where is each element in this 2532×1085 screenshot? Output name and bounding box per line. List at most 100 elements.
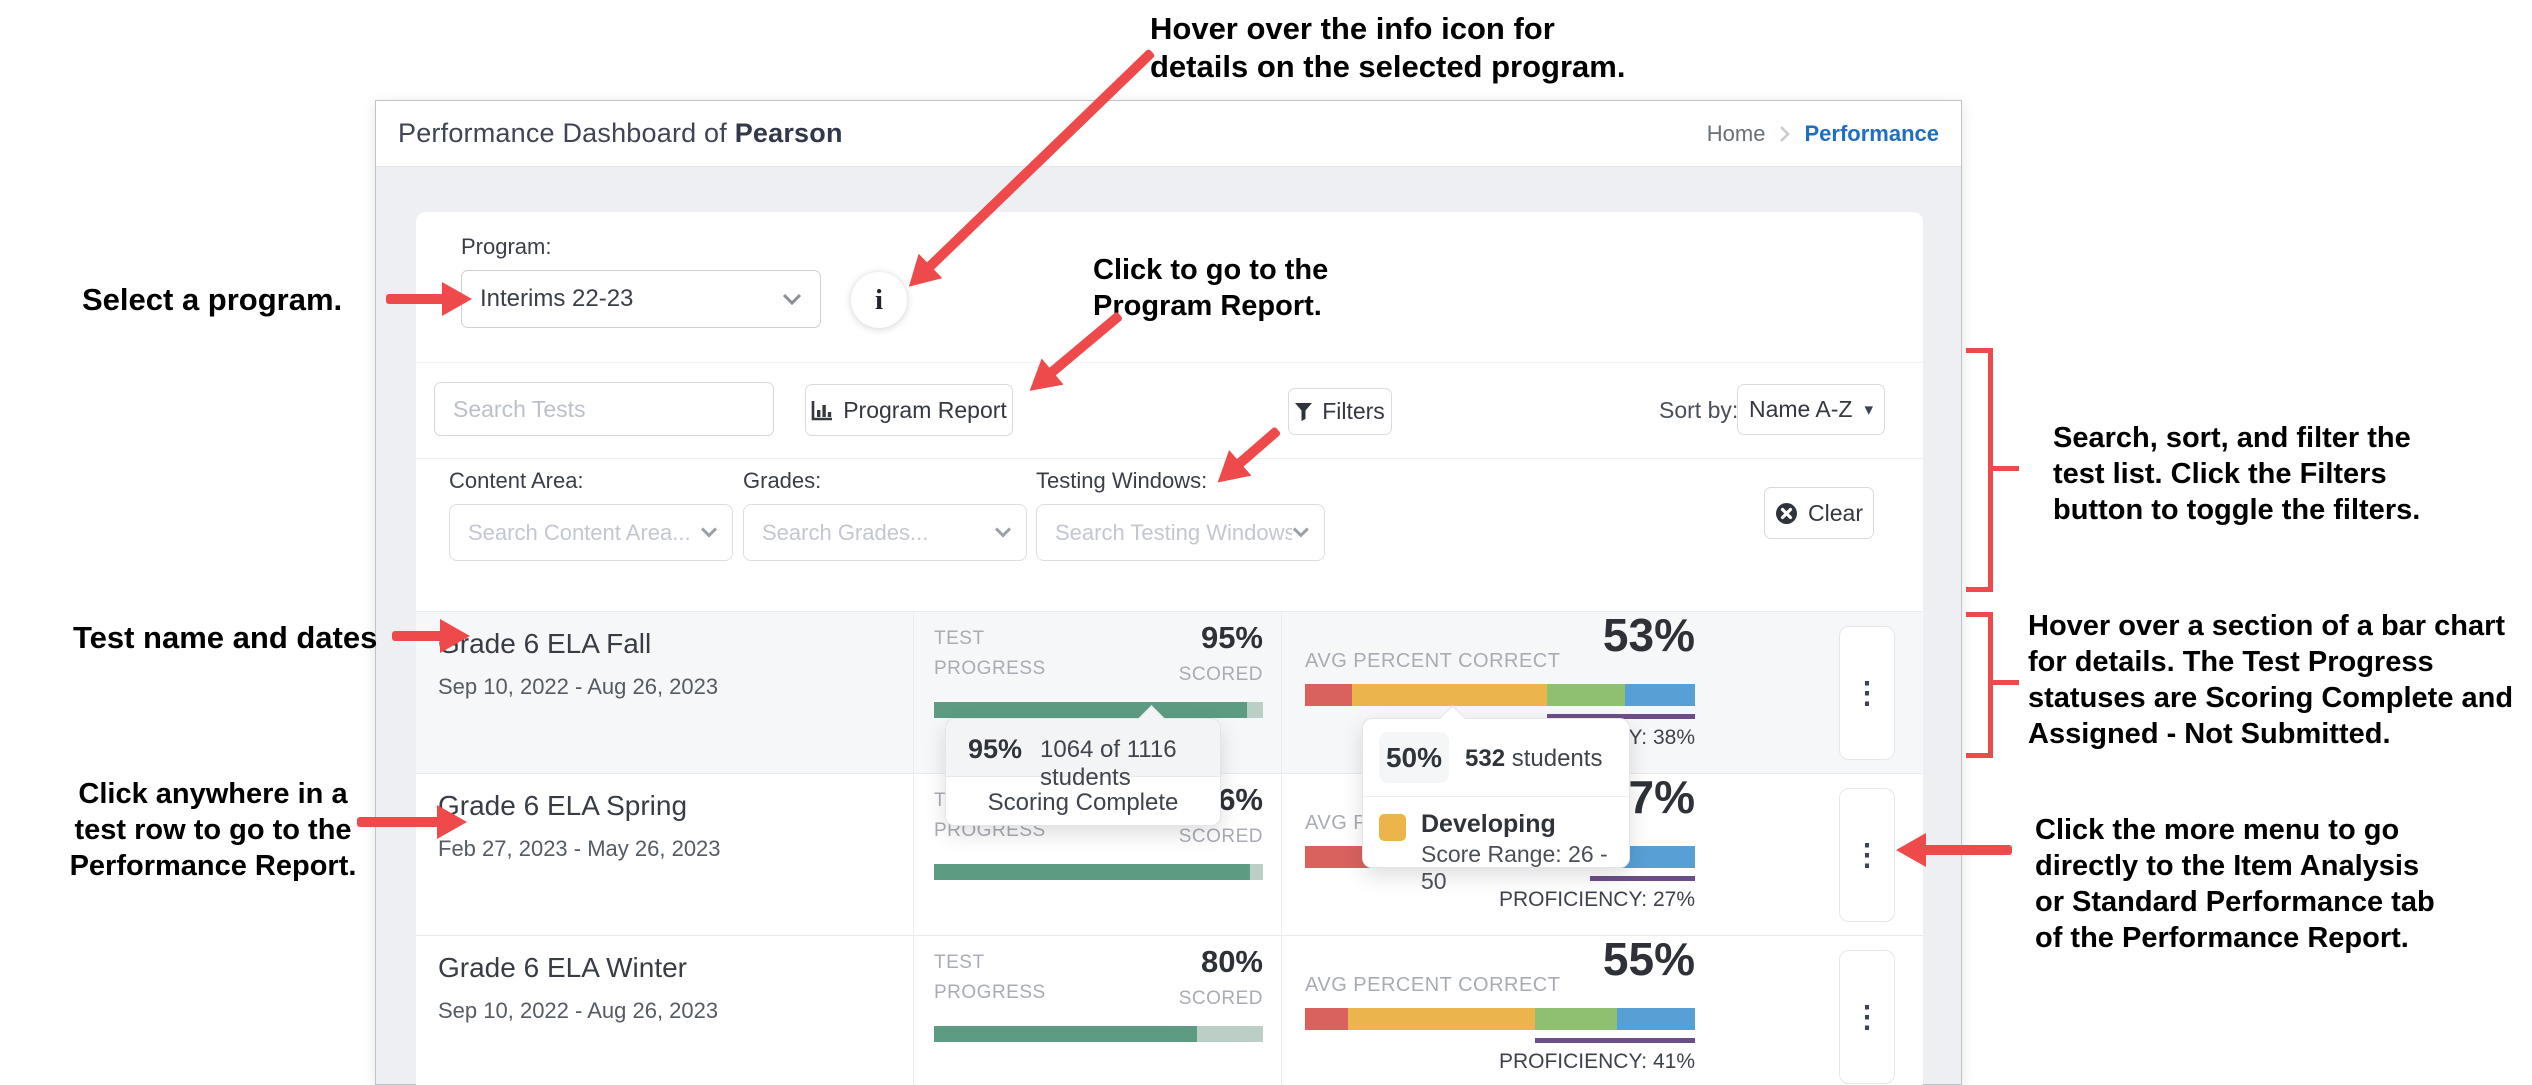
bar-segment-blue[interactable]	[1624, 846, 1695, 868]
chevron-down-icon	[700, 527, 718, 538]
tooltip-level-name: Developing	[1421, 810, 1556, 838]
content-area-placeholder: Search Content Area...	[468, 519, 691, 545]
progress-fill	[934, 864, 1250, 880]
breadcrumb-home-link[interactable]: Home	[1706, 120, 1766, 146]
avg-percent-correct-label: AVG PERCENT CORRECT	[1305, 650, 1561, 672]
more-menu-button[interactable]: ⋮	[1839, 788, 1895, 922]
test-progress-label2: PROGRESS	[934, 658, 1046, 679]
content-area-label: Content Area:	[449, 468, 584, 493]
testing-windows-label: Testing Windows:	[1036, 468, 1208, 493]
developing-color-swatch	[1379, 814, 1406, 841]
content-area-select[interactable]: Search Content Area...	[449, 504, 733, 561]
test-row-grade6-ela-winter[interactable]: Grade 6 ELA Winter Sep 10, 2022 - Aug 26…	[416, 933, 1923, 1085]
bracket-row-connector	[1993, 680, 2019, 685]
annotation-select-program: Select a program.	[82, 282, 343, 317]
chevron-down-icon	[994, 527, 1012, 538]
avg-percent-correct-label: AVG PERCENT CORRECT	[1305, 974, 1561, 996]
annotation-test-row: Click anywhere in a test row to go to th…	[69, 778, 357, 882]
info-icon[interactable]: i	[851, 272, 907, 328]
program-select-value: Interims 22-23	[480, 285, 634, 312]
bar-segment-yellow[interactable]	[1351, 684, 1547, 706]
bar-segment-blue[interactable]	[1624, 684, 1695, 706]
annotation-search-sort: Search, sort, and filter the test list. …	[2053, 422, 2421, 526]
bracket-row-bottom-tick	[1966, 753, 1990, 758]
filters-button[interactable]: Filters	[1288, 388, 1392, 435]
test-dates: Sep 10, 2022 - Aug 26, 2023	[438, 674, 719, 699]
more-menu-button[interactable]: ⋮	[1839, 626, 1895, 760]
annotation-test-name: Test name and dates	[73, 620, 378, 655]
test-dates: Sep 10, 2022 - Aug 26, 2023	[438, 998, 719, 1023]
proficiency-label: PROFICIENCY: 27%	[1498, 888, 1695, 911]
chevron-down-icon	[782, 293, 802, 305]
scored-label: SCORED	[1178, 664, 1263, 685]
test-progress-bar[interactable]	[934, 702, 1263, 718]
annotation-info-icon: Hover over the info icon for details on …	[1150, 11, 1626, 84]
breadcrumb-current: Performance	[1804, 120, 1939, 146]
proficiency-line	[1589, 876, 1695, 881]
proficiency-line-track	[1305, 714, 1695, 719]
vertical-ellipsis-icon: ⋮	[1852, 1000, 1882, 1034]
bar-segment-tooltip: 50% 532 students Developing Score Range:…	[1362, 705, 1630, 894]
bar-segment-green[interactable]	[1546, 684, 1625, 706]
column-divider	[913, 774, 914, 935]
avg-percent-value: 53%	[1602, 609, 1695, 661]
proficiency-label: PROFICIENCY: 41%	[1498, 1050, 1695, 1073]
page-title-org: Pearson	[734, 118, 843, 148]
proficiency-line-track	[1305, 876, 1695, 881]
scored-label: SCORED	[1178, 826, 1263, 847]
tooltip-progress-students: 1064 of 1116 students	[1040, 736, 1177, 791]
test-name: Grade 6 ELA Fall	[438, 628, 652, 659]
more-menu-button[interactable]: ⋮	[1839, 950, 1895, 1084]
clear-filters-button[interactable]: Clear	[1764, 487, 1874, 539]
program-report-button[interactable]: Program Report	[805, 384, 1013, 436]
progress-fill	[934, 1026, 1198, 1042]
scored-label: SCORED	[1178, 988, 1263, 1009]
column-divider	[913, 936, 914, 1085]
tooltip-segment-students: 532 students	[1465, 745, 1602, 773]
bar-segment-yellow[interactable]	[1347, 1008, 1536, 1030]
proficiency-line	[1535, 1038, 1695, 1043]
testing-windows-select[interactable]: Search Testing Windows	[1036, 504, 1325, 561]
test-row-grade6-ela-fall[interactable]: Grade 6 ELA Fall Sep 10, 2022 - Aug 26, …	[416, 609, 1923, 773]
vertical-ellipsis-icon: ⋮	[1852, 838, 1882, 872]
search-input[interactable]	[434, 382, 774, 436]
bracket-filters-vertical	[1988, 348, 1993, 592]
avg-percent-bar[interactable]	[1305, 684, 1695, 706]
tooltip-header	[946, 719, 1220, 777]
bar-segment-blue[interactable]	[1616, 1008, 1695, 1030]
dashboard-window: Performance Dashboard of Pearson Home Pe…	[375, 100, 1962, 1085]
tooltip-progress-status: Scoring Complete	[987, 789, 1179, 816]
program-select[interactable]: Interims 22-23	[461, 270, 821, 328]
bar-segment-red[interactable]	[1305, 684, 1352, 706]
sort-dropdown[interactable]: Name A-Z ▾	[1737, 384, 1885, 435]
clear-label: Clear	[1808, 499, 1863, 526]
progress-percent: 80%	[1200, 944, 1263, 979]
program-report-label: Program Report	[843, 396, 1007, 423]
test-progress-bar[interactable]	[934, 864, 1263, 880]
tooltip-progress-percent: 95%	[968, 734, 1023, 764]
test-progress-bar[interactable]	[934, 1026, 1263, 1042]
test-progress-label: TEST	[934, 628, 985, 649]
avg-percent-bar[interactable]	[1305, 1008, 1695, 1030]
info-glyph: i	[874, 283, 884, 316]
bracket-row-vertical	[1988, 612, 1993, 758]
column-divider	[1281, 774, 1282, 935]
bracket-filters-bottom-tick	[1966, 587, 1990, 592]
annotation-program-report: Click to go to the Program Report.	[1093, 254, 1329, 322]
bar-segment-red[interactable]	[1305, 1008, 1348, 1030]
tooltip-students-count: 532	[1465, 745, 1506, 772]
progress-fill	[934, 702, 1247, 718]
annotation-hover-bar: Hover over a section of a bar chart for …	[2028, 610, 2514, 750]
grades-select[interactable]: Search Grades...	[743, 504, 1027, 561]
test-name: Grade 6 ELA Winter	[438, 952, 688, 983]
test-progress-label: TEST	[934, 952, 985, 973]
breadcrumb: Home Performance	[1707, 121, 1939, 147]
divider	[416, 458, 1923, 459]
filter-funnel-icon	[1295, 402, 1313, 421]
chevron-right-icon	[1780, 125, 1791, 142]
bar-segment-green[interactable]	[1535, 1008, 1617, 1030]
testing-windows-placeholder: Search Testing Windows	[1055, 519, 1293, 545]
annotation-more-menu: Click the more menu to go directly to th…	[2035, 814, 2435, 954]
page-title: Performance Dashboard of Pearson	[398, 118, 843, 149]
column-divider	[1281, 936, 1282, 1085]
